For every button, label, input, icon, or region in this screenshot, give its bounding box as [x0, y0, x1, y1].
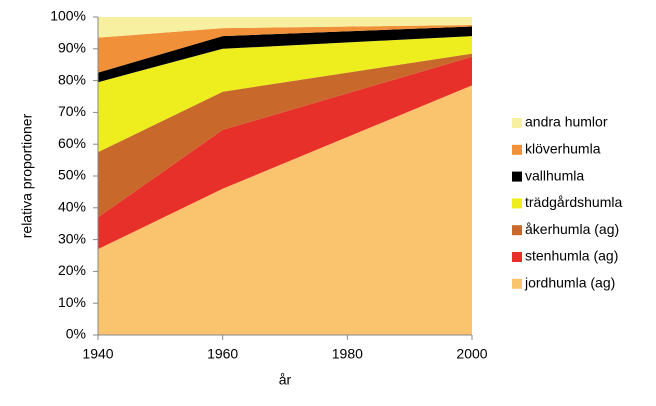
legend-swatch — [512, 278, 522, 289]
area — [98, 85, 472, 336]
area — [98, 17, 472, 38]
legend-label: åkerhumla (ag) — [525, 221, 619, 237]
legend-label: trädgårdshumla — [525, 194, 622, 210]
legend-swatch — [512, 144, 522, 155]
y-axis-label: relativa proportioner — [19, 113, 35, 238]
legend-swatch — [512, 225, 522, 236]
y-tick-label: 60% — [58, 135, 86, 151]
y-tick-label: 50% — [58, 167, 86, 183]
area — [98, 36, 472, 153]
x-tick-label: 1940 — [82, 346, 113, 362]
legend-label: jordhumla (ag) — [524, 275, 615, 291]
x-tick-label: 1960 — [207, 346, 238, 362]
area — [98, 26, 472, 83]
y-tick-label: 100% — [50, 8, 86, 24]
legend-label: klöverhumla — [525, 141, 601, 157]
legend-swatch — [512, 171, 522, 182]
area — [98, 56, 472, 250]
y-tick-label: 20% — [58, 262, 86, 278]
area — [98, 53, 472, 218]
y-tick-label: 70% — [58, 103, 86, 119]
legend-swatch — [512, 198, 522, 209]
legend-label: vallhumla — [525, 167, 584, 183]
y-tick-label: 90% — [58, 40, 86, 56]
y-tick-label: 80% — [58, 71, 86, 87]
legend-swatch — [512, 252, 522, 262]
y-tick-label: 0% — [66, 326, 86, 342]
y-tick-label: 10% — [58, 294, 86, 310]
y-tick-label: 30% — [58, 230, 86, 246]
x-tick-label: 2000 — [456, 346, 487, 362]
area — [98, 24, 472, 73]
x-axis-label: år — [279, 372, 292, 388]
legend-swatch — [512, 118, 522, 128]
legend-label: stenhumla (ag) — [525, 248, 618, 264]
y-tick-label: 40% — [58, 199, 86, 215]
legend-label: andra humlor — [525, 114, 608, 130]
x-tick-label: 1980 — [332, 346, 363, 362]
